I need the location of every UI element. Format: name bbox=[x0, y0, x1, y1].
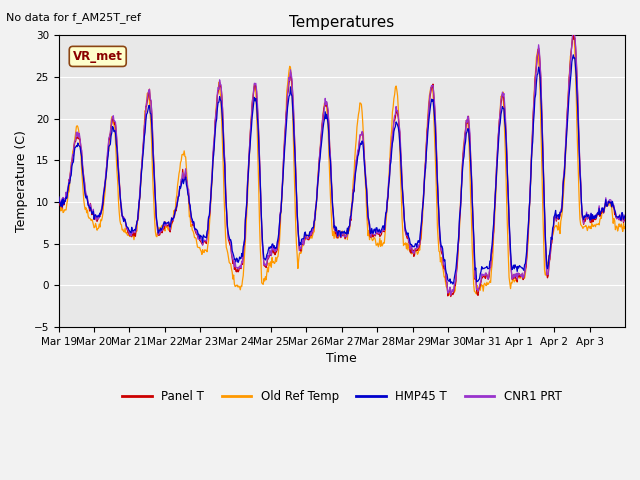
Y-axis label: Temperature (C): Temperature (C) bbox=[15, 130, 28, 232]
X-axis label: Time: Time bbox=[326, 352, 357, 365]
Title: Temperatures: Temperatures bbox=[289, 15, 394, 30]
Legend: Panel T, Old Ref Temp, HMP45 T, CNR1 PRT: Panel T, Old Ref Temp, HMP45 T, CNR1 PRT bbox=[117, 385, 566, 408]
Text: No data for f_AM25T_ref: No data for f_AM25T_ref bbox=[6, 12, 141, 23]
Text: VR_met: VR_met bbox=[73, 50, 123, 63]
